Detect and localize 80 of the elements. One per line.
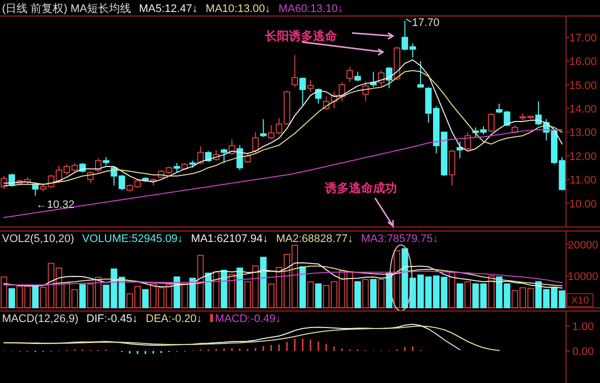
bar xyxy=(260,256,267,308)
bar xyxy=(464,281,471,308)
y-tick-label: 0.00 xyxy=(572,346,594,358)
bar xyxy=(142,289,149,308)
bar xyxy=(456,283,464,308)
bar xyxy=(394,250,400,308)
chart-title: MACD(12,26,9) xyxy=(2,313,78,325)
y-tick-label: 1.00 xyxy=(572,321,594,333)
bar xyxy=(378,278,385,308)
candlestick xyxy=(354,71,361,82)
candlestick xyxy=(346,66,354,83)
bar xyxy=(307,281,314,308)
text: MA1:62107.94↓ xyxy=(191,233,268,245)
bar xyxy=(79,284,86,308)
bar xyxy=(315,283,322,308)
series-label: VOLUME:52945.09↓ xyxy=(82,233,184,245)
candlestick xyxy=(299,77,306,106)
candlestick xyxy=(260,118,267,138)
candlestick xyxy=(417,60,424,88)
candlestick xyxy=(464,132,471,150)
annotation: ←10.32 xyxy=(36,199,75,211)
bar xyxy=(448,272,456,308)
bar xyxy=(174,276,180,308)
candlestick xyxy=(488,112,495,133)
bar xyxy=(8,288,16,308)
chart-title: VOL2(5,10,20) xyxy=(2,233,74,245)
annotation: 17.70 xyxy=(412,17,440,29)
text: MA3:78579.75↓ xyxy=(361,233,438,245)
candlestick xyxy=(378,70,385,86)
annotation: 长阳诱多逃命 xyxy=(264,29,338,43)
bar xyxy=(220,270,228,308)
y-tick-label: 13.00 xyxy=(569,127,597,140)
text: MA5:12.47↓ xyxy=(138,3,198,15)
bar xyxy=(299,266,306,308)
candlestick xyxy=(174,162,180,173)
bar xyxy=(189,278,196,308)
candlestick xyxy=(456,141,464,159)
bar xyxy=(354,281,361,308)
bar xyxy=(370,278,377,308)
candlestick xyxy=(448,149,456,186)
y-tick-label: 10000 xyxy=(568,271,598,284)
candlestick xyxy=(315,88,322,104)
candlestick xyxy=(252,132,259,153)
bar xyxy=(32,285,39,308)
legend-label: MACD:-0.49↓ xyxy=(215,313,282,325)
bar xyxy=(205,272,212,308)
candlestick xyxy=(244,153,251,164)
series-label: DEA:-0.20↓ xyxy=(146,313,202,325)
line-series xyxy=(3,270,563,286)
candlestick xyxy=(197,146,204,165)
candlestick xyxy=(292,54,298,88)
bar xyxy=(488,276,495,308)
y-tick-label: 20000 xyxy=(568,239,598,252)
candlestick xyxy=(307,80,314,92)
bar xyxy=(197,254,204,308)
text: MA60:13.10↓ xyxy=(278,3,344,15)
text: MA2:68828.77↓ xyxy=(276,233,354,245)
text: X10 xyxy=(571,296,590,307)
bar xyxy=(362,278,369,308)
chart-title: (日线 前复权) MA短长均线 xyxy=(2,2,131,15)
y-tick-label: 11.00 xyxy=(570,174,596,187)
series-label: DIF:-0.45↓ xyxy=(86,313,138,325)
line-series xyxy=(3,326,500,351)
text: MA10:13.00↓ xyxy=(206,3,270,15)
y-tick-label: 12.00 xyxy=(569,150,597,163)
y-tick-label: 15.00 xyxy=(569,80,597,92)
y-tick-label: 10.00 xyxy=(569,198,597,210)
candlestick xyxy=(95,158,102,173)
bar xyxy=(212,271,220,308)
y-tick-label: 16.00 xyxy=(569,56,597,68)
bar xyxy=(0,276,8,308)
annotation: 诱多逃命成功 xyxy=(324,181,397,195)
y-tick-label: 14.00 xyxy=(569,103,597,116)
candlestick xyxy=(386,66,392,89)
candlestick xyxy=(228,138,236,156)
y-tick-label: 17.00 xyxy=(569,32,597,44)
bar xyxy=(228,274,236,308)
bar xyxy=(181,283,188,308)
bar xyxy=(236,268,244,308)
candlestick xyxy=(220,148,228,164)
